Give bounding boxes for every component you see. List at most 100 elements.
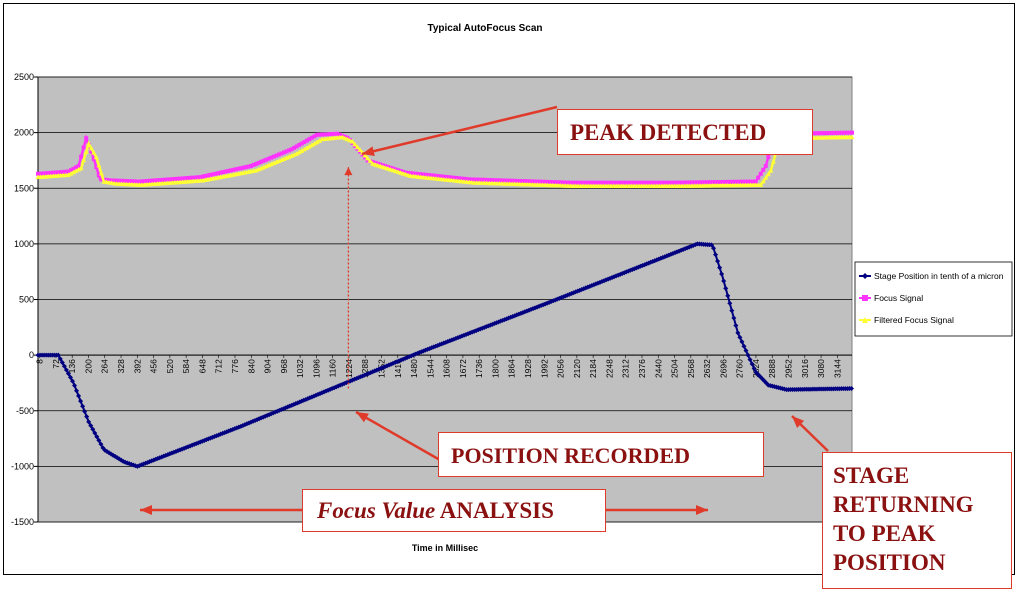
x-tick-label: 2248 (604, 359, 614, 378)
series-point-focus (327, 132, 332, 137)
series-point-stage (725, 293, 731, 299)
series-point-focus (482, 177, 487, 182)
series-point-focus (538, 179, 543, 184)
series-point-focus (94, 165, 99, 170)
series-point-focus (766, 155, 771, 160)
series-point-focus (832, 130, 837, 135)
series-point-focus (63, 169, 68, 174)
series-point-focus (707, 180, 712, 185)
series-point-focus (119, 178, 124, 183)
x-tick-label: 2760 (735, 359, 745, 378)
series-point-focus (413, 171, 418, 176)
series-point-stage (92, 430, 98, 436)
legend-marker (862, 295, 868, 301)
series-point-filtered (352, 141, 358, 147)
series-point-focus (165, 177, 170, 182)
series-point-stage (65, 371, 71, 377)
series-point-focus (629, 180, 634, 185)
series-point-focus (497, 178, 502, 183)
series-point-focus (530, 179, 535, 184)
series-point-focus (276, 152, 281, 157)
series-point-focus (434, 173, 439, 178)
legend-label: Stage Position in tenth of a micron (874, 271, 1004, 281)
series-point-focus (753, 179, 758, 184)
x-tick-label: 1096 (311, 359, 321, 378)
series-point-focus (304, 138, 309, 143)
series-point-focus (418, 172, 423, 177)
x-tick-label: 72 (51, 359, 61, 369)
series-point-focus (680, 180, 685, 185)
series-point-focus (500, 178, 505, 183)
series-point-focus (320, 132, 325, 137)
series-point-stage (709, 242, 715, 248)
x-tick-label: 2952 (784, 359, 794, 378)
series-point-focus (76, 164, 81, 168)
series-point-focus (61, 169, 66, 174)
series-point-focus (264, 157, 269, 162)
series-point-filtered (349, 139, 355, 144)
series-point-focus (170, 177, 175, 182)
series-point-stage (713, 252, 719, 258)
series-point-focus (269, 155, 274, 160)
series-point-focus (746, 179, 751, 184)
series-point-focus (543, 179, 548, 184)
series-point-focus (581, 180, 586, 185)
series-point-focus (540, 179, 545, 184)
x-tick-label: 2376 (637, 359, 647, 378)
series-point-focus (824, 131, 829, 136)
series-point-focus (216, 171, 221, 176)
series-point-focus (548, 180, 553, 185)
series-point-focus (822, 131, 827, 136)
series-point-stage (745, 352, 751, 358)
series-point-stage (749, 361, 755, 367)
x-tick-label: 1480 (409, 359, 419, 378)
x-tick-label: 2120 (572, 359, 582, 378)
series-point-focus (66, 169, 71, 174)
peak-arrow-head (362, 146, 375, 157)
series-point-stage (59, 360, 65, 366)
series-point-filtered (301, 146, 307, 152)
callout-stage-returning: STAGE RETURNING TO PEAK POSITION (822, 452, 1012, 589)
series-point-focus (596, 180, 601, 185)
x-tick-label: 136 (67, 359, 77, 373)
series-point-focus (659, 180, 664, 185)
series-point-focus (573, 180, 578, 185)
series-point-focus (99, 177, 104, 182)
analysis-arrow-left-head (140, 505, 152, 515)
series-point-stage (735, 330, 741, 336)
series-point-focus (565, 180, 570, 185)
x-tick-label: 2504 (670, 359, 680, 378)
x-tick-label: 1032 (295, 359, 305, 378)
callout-stage-line: POSITION (833, 550, 946, 575)
series-point-stage (715, 258, 721, 264)
y-tick-label: -1500 (11, 517, 34, 527)
position-arrow (355, 410, 441, 462)
series-point-filtered (304, 145, 310, 150)
series-point-focus (251, 162, 256, 167)
series-point-focus (147, 178, 152, 183)
series-point-focus (563, 180, 568, 185)
series-point-focus (621, 180, 626, 185)
series-point-focus (203, 174, 208, 179)
series-point-focus (180, 176, 185, 181)
series-point-focus (281, 150, 286, 155)
series-point-focus (155, 178, 160, 183)
peak-arrow (361, 105, 558, 156)
series-point-focus (844, 130, 849, 135)
y-tick-label: -500 (16, 406, 34, 416)
x-tick-label: 1288 (360, 359, 370, 378)
series-point-focus (839, 130, 844, 135)
series-point-focus (441, 174, 446, 179)
series-point-focus (631, 180, 636, 185)
x-axis-label: Time in Millisec (412, 543, 478, 553)
x-tick-label: 3080 (816, 359, 826, 378)
series-point-focus (68, 168, 73, 173)
series-point-focus (183, 176, 188, 181)
legend-label: Focus Signal (874, 293, 923, 303)
series-point-focus (198, 175, 203, 180)
series-point-focus (606, 180, 611, 185)
series-point-focus (228, 168, 233, 173)
series-point-filtered (78, 165, 84, 171)
series-point-focus (429, 173, 434, 178)
series-point-focus (43, 171, 48, 176)
